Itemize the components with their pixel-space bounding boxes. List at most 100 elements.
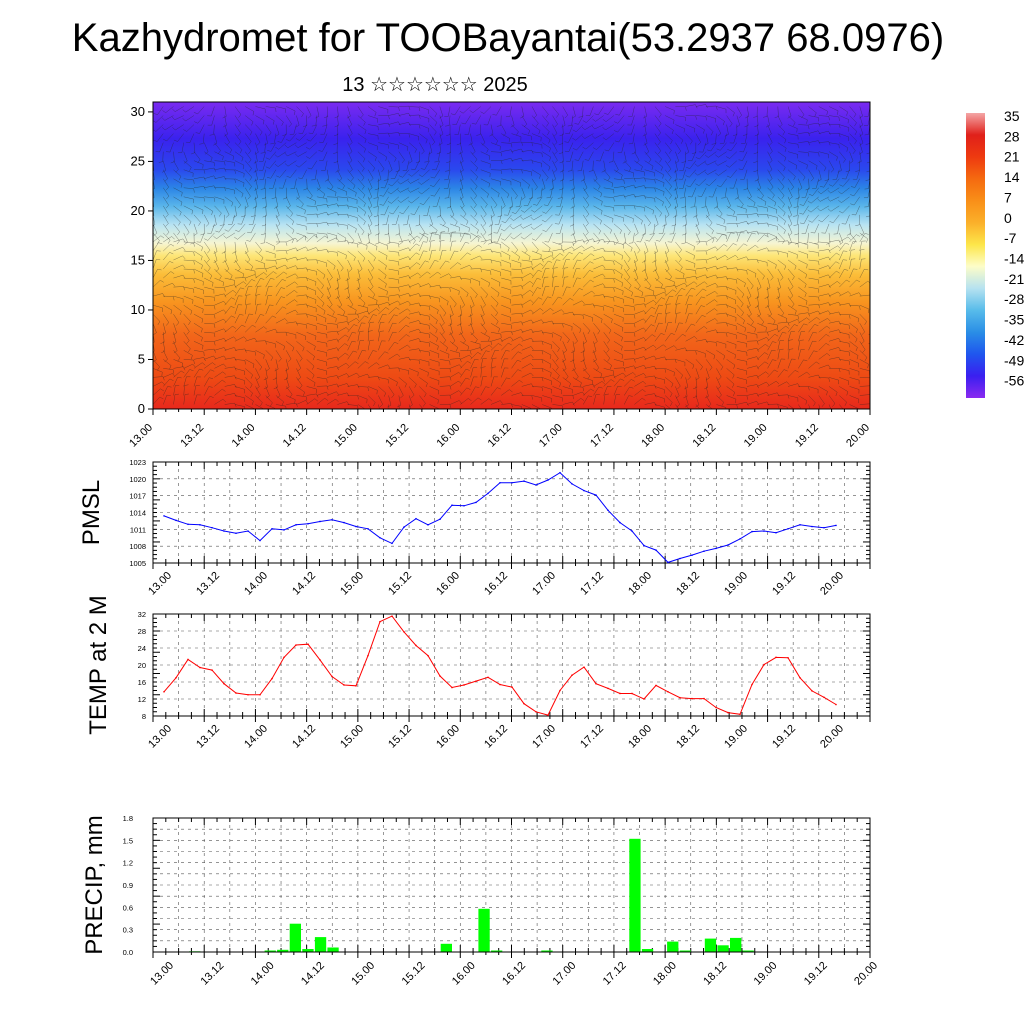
wind-barb <box>603 386 608 396</box>
wind-barb <box>542 255 552 261</box>
wind-barb <box>849 313 859 319</box>
wind-barb <box>419 232 429 239</box>
wind-barb-flag <box>712 238 715 243</box>
wind-barb-flag <box>825 334 830 337</box>
wind-barb <box>828 320 839 324</box>
wind-barb <box>664 304 668 315</box>
wind-barb-flag <box>213 323 216 328</box>
wind-barb-flag <box>426 271 431 275</box>
wind-barb-flag <box>794 411 796 415</box>
wind-barb-flag <box>828 274 831 279</box>
wind-barb-flag <box>323 274 326 279</box>
wind-barb <box>675 142 681 152</box>
wind-barb <box>746 277 754 287</box>
wind-barb <box>357 196 366 204</box>
wind-barb <box>582 350 585 361</box>
wind-barb-flag <box>597 185 601 190</box>
wind-barb <box>337 259 344 269</box>
wind-barb <box>593 381 603 387</box>
wind-barb <box>593 256 603 261</box>
wind-barb <box>552 296 559 306</box>
wind-barb <box>828 160 835 170</box>
wind-barb <box>408 328 419 333</box>
wind-barb <box>383 196 389 206</box>
wind-barb-flag <box>490 341 493 346</box>
wind-barb <box>264 178 266 189</box>
wind-barb <box>531 287 538 297</box>
wind-barb <box>285 232 294 240</box>
wind-barb <box>155 115 164 123</box>
wind-barb <box>337 401 348 405</box>
wind-barb <box>818 386 828 392</box>
wind-barb <box>766 106 768 117</box>
wind-barb <box>787 319 798 324</box>
wind-barb-flag <box>770 186 774 191</box>
wind-barb-flag <box>539 174 541 179</box>
wind-barb-flag <box>541 368 544 373</box>
wind-barb <box>173 178 183 185</box>
wind-barb-flag <box>701 206 706 208</box>
wind-barb-flag <box>257 394 261 399</box>
wind-barb-flag <box>530 273 534 277</box>
wind-barb-flag <box>600 373 603 378</box>
wind-barb <box>519 196 522 207</box>
wind-barb-flag <box>541 188 546 191</box>
wind-barb-flag <box>563 350 567 354</box>
wind-barb-flag <box>572 311 575 316</box>
wind-barb <box>787 124 798 129</box>
wind-barb <box>818 169 822 180</box>
wind-barb-flag <box>347 214 349 218</box>
wind-barb <box>818 404 821 409</box>
wind-barb <box>583 368 591 377</box>
wind-barb <box>736 295 744 304</box>
wind-barb <box>542 368 552 373</box>
wind-barb-flag <box>265 340 267 345</box>
wind-barb-flag <box>581 135 585 139</box>
wind-barb <box>798 124 809 126</box>
wind-barb-flag <box>871 323 874 326</box>
wind-barb-flag <box>459 197 464 200</box>
wind-barb <box>665 277 675 283</box>
wind-barb <box>603 178 613 184</box>
wind-barb <box>644 124 647 135</box>
wind-barb <box>533 214 543 221</box>
wind-barb <box>664 133 673 141</box>
wind-barb-flag <box>263 354 265 359</box>
wind-barb-flag <box>164 178 168 182</box>
wind-barb-flag <box>186 232 190 236</box>
wind-barb-flag <box>202 345 204 350</box>
wind-barb <box>159 142 164 153</box>
wind-barb <box>511 115 515 126</box>
wind-barb-flag <box>171 236 175 240</box>
wind-barb <box>584 124 594 130</box>
wind-barb-flag <box>318 150 323 152</box>
wind-barb <box>367 395 376 403</box>
wind-barb-flag <box>828 256 831 261</box>
wind-barb <box>275 287 282 297</box>
wind-barb <box>277 160 287 167</box>
wind-barb-flag <box>306 396 308 401</box>
wind-barb-flag <box>468 323 473 326</box>
wind-barb <box>531 124 541 131</box>
wind-barb <box>675 347 686 351</box>
wind-barb-flag <box>416 262 421 266</box>
wind-barb <box>588 151 594 161</box>
wind-barb <box>449 323 453 333</box>
wind-barb <box>664 241 670 252</box>
wind-barb <box>746 187 752 197</box>
wind-barb <box>664 169 672 178</box>
wind-barb <box>460 314 462 325</box>
wind-barb-flag <box>853 240 856 245</box>
wind-barb <box>185 106 195 113</box>
wind-barb-flag <box>528 130 531 135</box>
wind-barb-flag <box>275 260 277 265</box>
wind-barb-flag <box>574 159 579 161</box>
wind-barb <box>296 350 303 359</box>
wind-barb <box>224 142 233 150</box>
wind-barb <box>501 286 511 291</box>
wind-barb <box>521 346 532 351</box>
wind-barb <box>223 214 225 225</box>
wind-barb <box>357 250 366 259</box>
wind-barb <box>634 142 636 153</box>
wind-barb <box>849 304 860 307</box>
